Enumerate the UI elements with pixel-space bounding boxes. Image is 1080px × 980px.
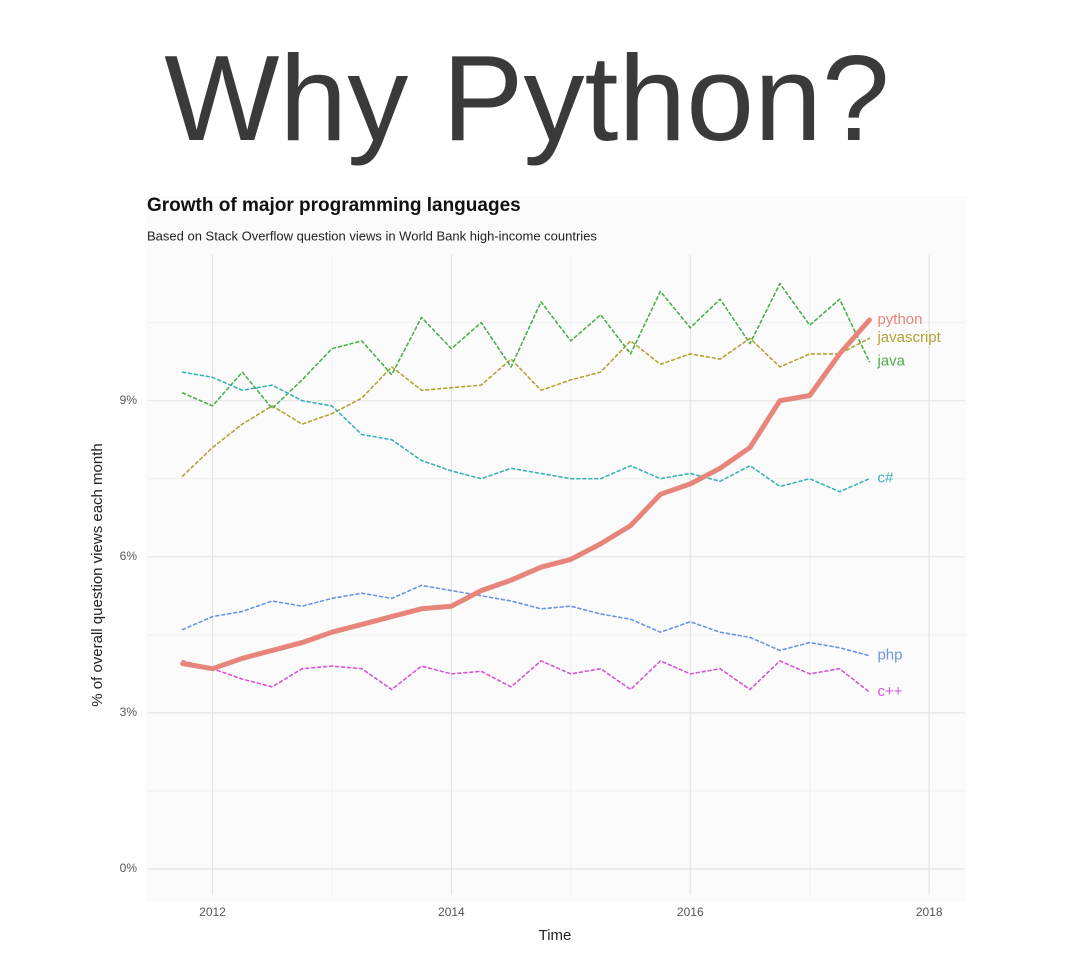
series-label: c# bbox=[877, 470, 894, 487]
series-label: php bbox=[877, 647, 902, 664]
chart-title: Growth of major programming languages bbox=[147, 195, 521, 216]
x-tick-label: 2016 bbox=[677, 905, 704, 919]
series-line bbox=[181, 584, 871, 657]
series-label: java bbox=[876, 353, 905, 370]
chart-subtitle: Based on Stack Overflow question views i… bbox=[147, 228, 597, 243]
series-line bbox=[181, 371, 871, 493]
y-axis-title: % of overall question views each month bbox=[89, 443, 106, 706]
y-tick-label: 6% bbox=[120, 549, 138, 563]
y-tick-label: 3% bbox=[120, 705, 138, 719]
series-line bbox=[181, 282, 871, 410]
slide-title: Why Python? bbox=[164, 30, 890, 166]
x-tick-label: 2014 bbox=[438, 905, 465, 919]
series-line bbox=[181, 337, 871, 477]
y-tick-label: 0% bbox=[120, 861, 138, 875]
x-tick-label: 2018 bbox=[916, 905, 943, 919]
series-line bbox=[181, 660, 871, 693]
x-tick-label: 2012 bbox=[199, 905, 226, 919]
series-label: javascript bbox=[876, 329, 941, 346]
y-tick-label: 9% bbox=[120, 393, 138, 407]
series-line bbox=[180, 317, 872, 672]
chart-panel bbox=[145, 196, 967, 902]
x-axis-title: Time bbox=[539, 927, 572, 944]
series-label: python bbox=[877, 311, 922, 328]
series-label: c++ bbox=[877, 683, 902, 700]
